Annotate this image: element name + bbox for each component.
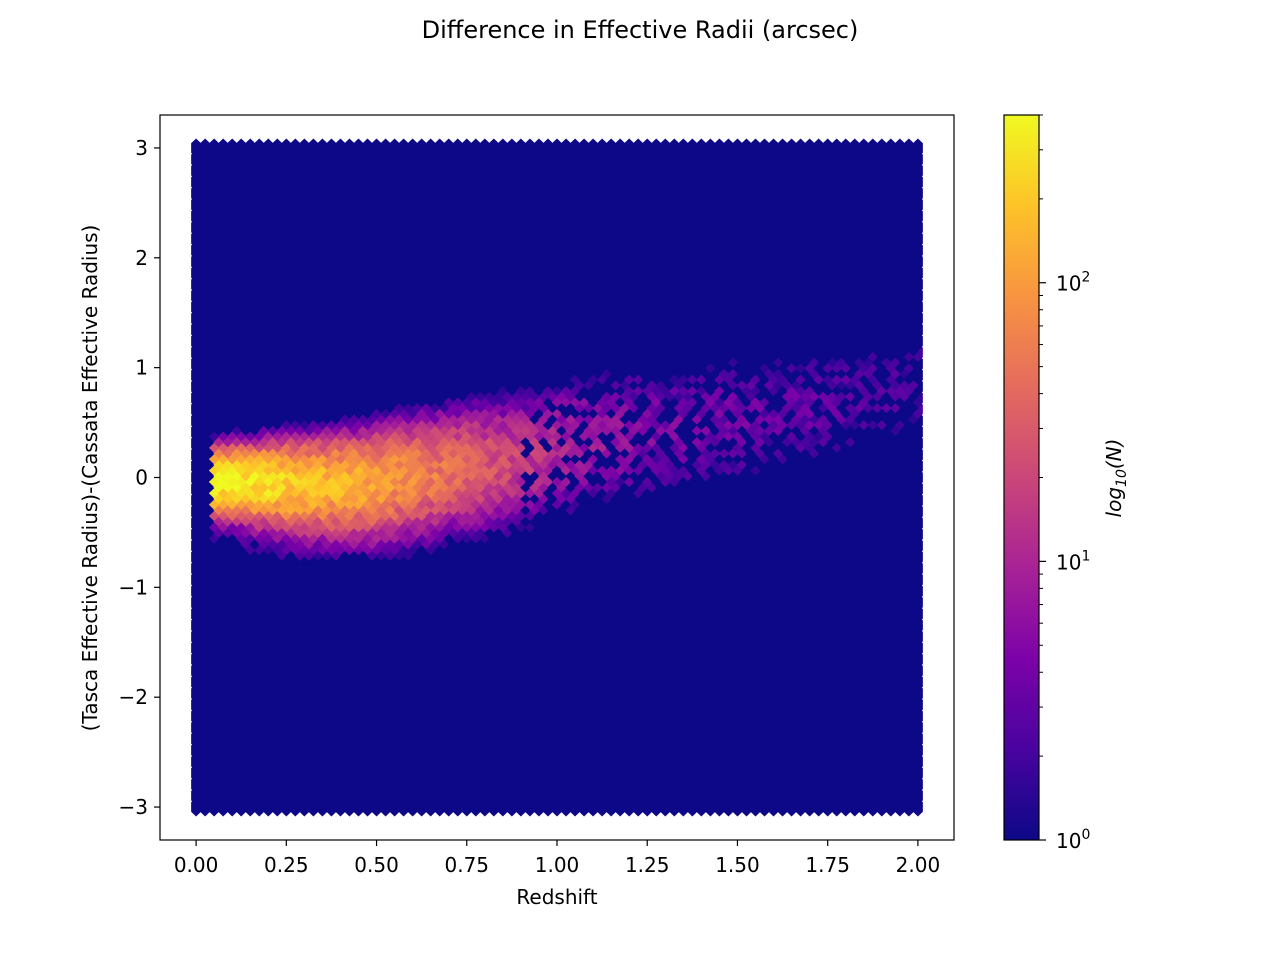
- hexbin-layer: [191, 138, 923, 817]
- plot-area: 0.00 0.25 0.50 0.75 1.00 1.25 1.50 1.75 2.00 −3−…: [119, 114, 955, 877]
- chart-title: Difference in Effective Radii (arcsec): [422, 16, 859, 44]
